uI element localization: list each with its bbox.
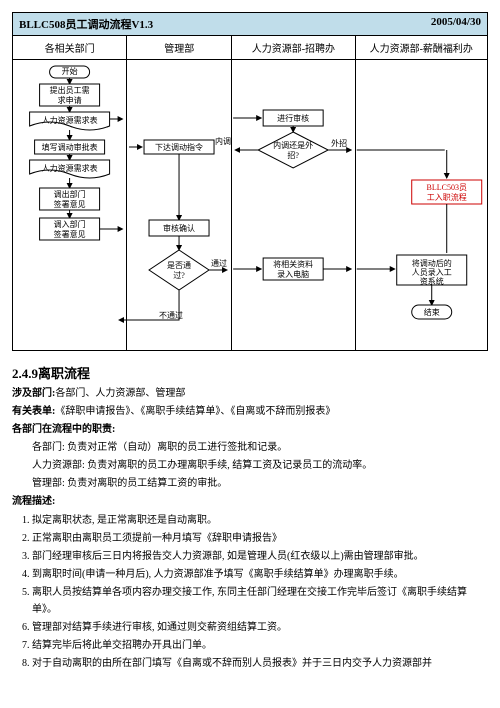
- svg-text:结束: 结束: [423, 307, 439, 317]
- svg-text:内调还是外: 内调还是外: [273, 140, 313, 150]
- step-item: 对于自动离职的由所在部门填写《自离或不辞而别人员报表》并于三日内交予人力资源部并: [32, 655, 488, 672]
- svg-text:填写调动审批表: 填写调动审批表: [42, 142, 98, 152]
- svg-text:工入职流程: 工入职流程: [426, 192, 466, 202]
- svg-text:是否通: 是否通: [167, 260, 191, 270]
- step-item: 部门经理审核后三日内将报告交人力资源部, 如是管理人员(红衣级以上)需由管理部审…: [32, 548, 488, 565]
- svg-text:不通过: 不通过: [159, 310, 183, 320]
- svg-text:签署意见: 签署意见: [54, 199, 86, 209]
- svg-text:求申请: 求申请: [58, 95, 82, 105]
- duty-item: 管理部: 负责对离职的员工结算工资的审批。: [12, 476, 488, 492]
- svg-text:资系统: 资系统: [419, 276, 443, 286]
- svg-text:签署意见: 签署意见: [54, 229, 86, 239]
- svg-text:招?: 招?: [288, 150, 300, 160]
- desc-title: 流程描述:: [12, 494, 488, 510]
- step-item: 结算完毕后将此单交招聘办开具出门单。: [32, 637, 488, 654]
- flow-col4: BLLC503员工入职流程 将调动后的人员录入工资系统 结束: [356, 60, 487, 350]
- step-item: 正常离职由离职员工须提前一种月填写《辞职申请报告》: [32, 530, 488, 547]
- duties-title: 各部门在流程中的职责:: [12, 422, 488, 438]
- flowchart-table: 各相关部门 管理部 人力资源部-招聘办 人力资源部-薪酬福利办 开始 提出员工需…: [12, 36, 488, 351]
- flow-col1: 开始 提出员工需求申请 人力资源需求表 填写调动审批表 人力资源需求表 调出部门…: [13, 60, 126, 350]
- col-header: 各相关部门: [13, 36, 127, 60]
- involved-depts: 涉及部门:各部门、人力资源部、管理部: [12, 386, 488, 402]
- svg-text:人力资源需求表: 人力资源需求表: [42, 115, 98, 125]
- related-forms: 有关表单:《辞职申请报告》、《离职手续结算单》、《自离或不辞而别报表》: [12, 404, 488, 420]
- svg-text:过?: 过?: [173, 270, 185, 280]
- svg-text:BLLC503员: BLLC503员: [426, 183, 466, 192]
- svg-text:调入部门: 调入部门: [54, 219, 86, 229]
- col-header: 人力资源部-薪酬福利办: [355, 36, 487, 60]
- steps-list: 拟定离职状态, 是正常离职还是自动离职。 正常离职由离职员工须提前一种月填写《辞…: [12, 512, 488, 672]
- svg-text:审核确认: 审核确认: [163, 223, 195, 233]
- duty-item: 人力资源部: 负责对离职的员工办理离职手续, 结算工资及记录员工的流动率。: [12, 458, 488, 474]
- step-item: 拟定离职状态, 是正常离职还是自动离职。: [32, 512, 488, 529]
- doc-date: 2005/04/30: [431, 16, 481, 32]
- col-header: 管理部: [127, 36, 232, 60]
- duty-item: 各部门: 负责对正常（自动）离职的员工进行签批和记录。: [12, 440, 488, 456]
- step-item: 到离职时间(申请一种月后), 人力资源部准予填写《离职手续结算单》办理离职手续。: [32, 566, 488, 583]
- flow-col3: 进行审核 内调还是外招? 外招 将相关资料录入电脑: [232, 60, 354, 350]
- flow-col2: 下达调动指令 审核确认 是否通过? 通过 不通过 内调: [127, 60, 231, 350]
- svg-text:提出员工需: 提出员工需: [50, 85, 90, 95]
- svg-text:录入电脑: 录入电脑: [277, 269, 309, 279]
- svg-text:进行审核: 进行审核: [277, 113, 309, 123]
- col-header: 人力资源部-招聘办: [232, 36, 355, 60]
- svg-text:人员录入工: 人员录入工: [411, 268, 451, 277]
- svg-text:开始: 开始: [62, 66, 78, 76]
- svg-text:内调: 内调: [215, 136, 231, 146]
- doc-title: BLLC508员工调动流程V1.3: [19, 16, 153, 32]
- svg-text:调出部门: 调出部门: [54, 189, 86, 199]
- step-item: 管理部对结算手续进行审核, 如通过则交薪资组结算工资。: [32, 619, 488, 636]
- svg-text:下达调动指令: 下达调动指令: [155, 142, 203, 152]
- step-item: 离职人员按结算单各项内容办理交接工作, 东同主任部门经理在交接工作完毕后签订《离…: [32, 584, 488, 618]
- svg-text:将调动后的: 将调动后的: [411, 258, 451, 268]
- svg-text:人力资源需求表: 人力资源需求表: [42, 163, 98, 173]
- svg-text:将相关资料: 将相关资料: [273, 259, 313, 269]
- svg-text:外招: 外招: [331, 138, 347, 148]
- section-title: 2.4.9离职流程: [12, 363, 488, 382]
- svg-text:通过: 通过: [211, 258, 227, 268]
